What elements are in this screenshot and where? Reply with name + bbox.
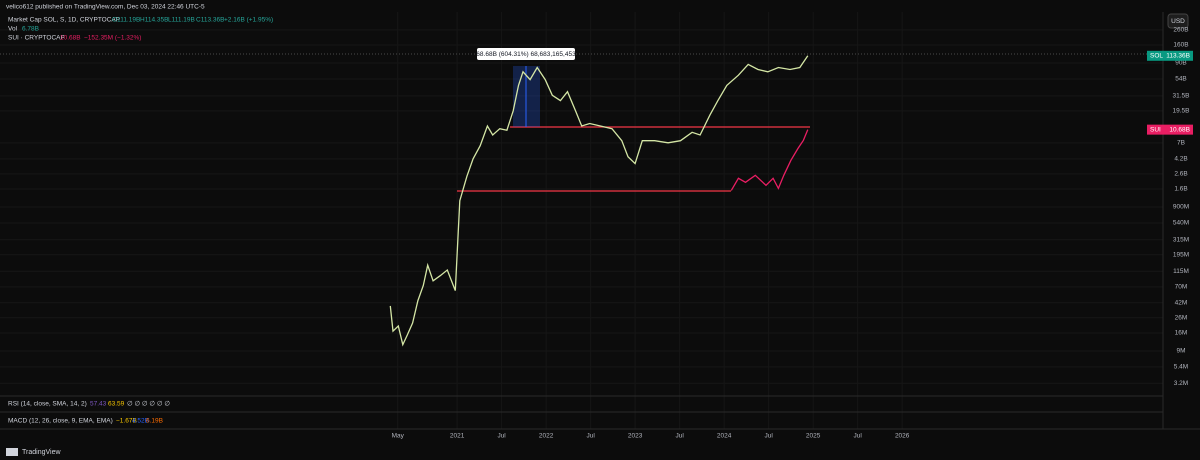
rsi-empty: ∅ ∅ ∅ ∅ ∅ ∅ xyxy=(127,401,170,408)
legend-open: O111.19B xyxy=(112,17,140,24)
measure-label-box xyxy=(477,48,575,60)
x-tick-label: 2023 xyxy=(628,433,643,440)
grid xyxy=(0,12,1163,429)
macd-label: MACD (12, 26, close, 9, EMA, EMA) xyxy=(8,418,113,425)
y-tick-label: 42M xyxy=(1175,300,1188,307)
y-tick-label: 540M xyxy=(1173,220,1189,227)
x-tick-label: 2022 xyxy=(539,433,554,440)
macd-value: −1.67B xyxy=(116,418,137,425)
series-line xyxy=(730,129,809,191)
measure-label: 68.68B (604.31%) 68,683,165,453 xyxy=(476,51,576,58)
x-tick-label: 2021 xyxy=(450,433,465,440)
rsi-value: 57.43 xyxy=(90,401,107,408)
y-tick-label: 70M xyxy=(1175,284,1188,291)
macd-value: 6.19B xyxy=(146,418,163,425)
x-tick-label: Jul xyxy=(675,433,684,440)
price-tag-label: 10.68B xyxy=(1169,126,1190,133)
publisher: velico612 published on TradingView.com, … xyxy=(6,4,205,11)
price-tag-name: SOL xyxy=(1150,53,1163,60)
x-tick-label: Jul xyxy=(854,433,863,440)
price-tag-box xyxy=(1147,124,1193,135)
legend: velico612 published on TradingView.com, … xyxy=(6,4,273,456)
x-tick-label: May xyxy=(392,433,405,440)
y-tick-label: 90B xyxy=(1175,60,1187,67)
y-tick-label: 900M xyxy=(1173,204,1189,211)
legend-low: L111.19B xyxy=(168,17,195,24)
y-tick-label: 54B xyxy=(1175,76,1187,83)
legend-high: H114.35B xyxy=(140,17,168,24)
brand-logo xyxy=(6,448,18,456)
y-tick-label: 3.2M xyxy=(1174,380,1188,387)
currency: USD xyxy=(1171,18,1185,25)
y-tick-label: 26M xyxy=(1175,315,1188,322)
series-line xyxy=(389,55,809,347)
y-tick-label: 260B xyxy=(1173,27,1188,34)
y-tick-label: 4.2B xyxy=(1174,156,1187,163)
y-tick-label: 115M xyxy=(1173,268,1189,275)
y-tick-label: 2.6B xyxy=(1174,171,1187,178)
legend-change: +2.16B (+1.95%) xyxy=(224,17,273,24)
price-tag-label: 113.36B xyxy=(1166,53,1190,60)
volume-label: Vol xyxy=(8,26,18,33)
x-tick-label: 2026 xyxy=(895,433,910,440)
x-tick-label: 2025 xyxy=(806,433,821,440)
y-tick-label: 160B xyxy=(1173,42,1188,49)
y-tick-label: 7B xyxy=(1177,140,1185,147)
brand: TradingView xyxy=(22,449,61,456)
y-tick-label: 315M xyxy=(1173,237,1189,244)
legend-close: C113.36B xyxy=(196,17,224,24)
volume-value: 6.78B xyxy=(22,26,39,33)
price-tag-name: SUI xyxy=(1150,126,1161,133)
y-tick-label: 16M xyxy=(1175,330,1188,337)
currency-button[interactable] xyxy=(1167,13,1189,29)
compare-value: 10.68B xyxy=(60,35,81,42)
x-tick-label: Jul xyxy=(765,433,774,440)
rsi-value: 63.59 xyxy=(108,401,125,408)
rsi-label: RSI (14, close, SMA, 14, 2) xyxy=(8,401,87,408)
y-tick-label: 19.5B xyxy=(1173,108,1190,115)
y-tick-label: 1.6B xyxy=(1174,186,1187,193)
price-tag-box xyxy=(1147,50,1193,61)
x-tick-label: Jul xyxy=(586,433,595,440)
x-tick-label: Jul xyxy=(497,433,506,440)
y-tick-label: 9M xyxy=(1176,348,1185,355)
compare-change: −152.35M (−1.32%) xyxy=(84,35,141,42)
macd-value: 4.52B xyxy=(132,418,149,425)
y-tick-label: 31.5B xyxy=(1173,93,1190,100)
y-tick-label: 195M xyxy=(1173,252,1189,259)
compare-symbol: SUI · CRYPTOCAP xyxy=(8,35,65,42)
y-tick-label: 5.4M xyxy=(1174,364,1188,371)
legend-symbol: Market Cap SOL, S, 1D, CRYPTOCAP xyxy=(8,17,120,24)
x-tick-label: 2024 xyxy=(717,433,732,440)
